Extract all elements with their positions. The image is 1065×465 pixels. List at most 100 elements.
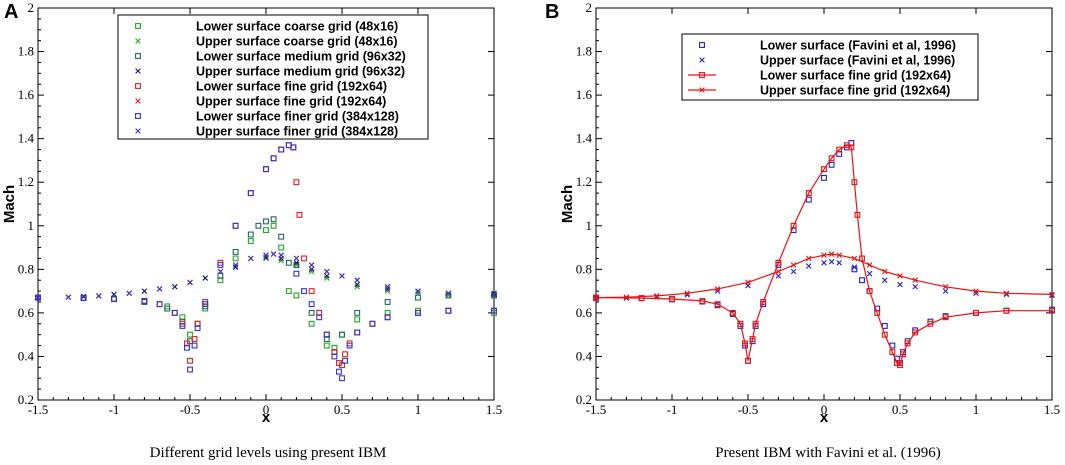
data-point [65,294,72,300]
data-point [828,155,835,162]
data-point [323,342,330,349]
data-point [278,146,285,153]
data-point [293,260,300,266]
data-point [247,238,254,244]
data-point [263,227,269,234]
data-point [973,309,979,316]
y-tick-label: 1.8 [576,44,592,59]
legend-label: Lower surface (Favini et al, 1996) [760,39,956,53]
data-point [263,166,269,173]
data-point [821,166,827,173]
data-point [369,320,376,327]
data-point [301,288,307,295]
data-point [35,294,41,301]
data-point [752,320,759,327]
data-point [828,251,835,257]
data-point [866,270,873,277]
x-tick-label: 0 [263,402,270,417]
legend-label: Lower surface finer grid (384x128) [196,110,399,124]
data-point [973,288,979,294]
data-point [384,288,391,294]
data-point [354,283,360,290]
data-point [384,299,391,305]
series-2 [35,255,497,301]
x-tick-label: -1 [667,402,678,417]
data-point [111,296,117,302]
data-point [80,295,87,302]
data-point [324,273,330,279]
panel-a: A -1.5 -1 -0.5 0 0.5 1 1.5 0.2 0.4 0.6 0.8 1 1.2 1.4 1… [1,0,502,461]
panel-letter-a: A [4,1,18,23]
data-point [278,257,284,264]
data-point [336,368,342,375]
data-marks-b [593,140,1055,369]
data-point [80,293,87,300]
data-point [912,329,919,336]
data-point [278,252,284,258]
data-point [638,295,645,302]
series-4 [35,254,497,301]
y-tick-label: 1.4 [18,131,35,146]
data-point [745,279,751,286]
data-point [324,275,330,281]
data-point [415,309,421,316]
legend-marker [135,68,141,74]
data-point [232,262,239,268]
data-point [821,174,827,181]
data-point [191,342,198,349]
data-point [836,260,842,266]
y-tick-label: 1.6 [18,87,35,102]
data-point [278,146,285,153]
data-point [263,218,269,225]
data-point [342,357,348,364]
data-point [836,252,842,258]
data-point [346,342,353,349]
data-point [202,275,208,281]
data-point [821,260,827,266]
data-point [171,309,178,316]
data-point [669,296,675,302]
caption-b: Present IBM with Favini et al. (1996) [715,445,940,461]
y-tick-label: 0.4 [576,348,593,363]
data-point [217,272,224,279]
data-point [255,222,262,229]
data-point [296,211,303,218]
y-tick-label: 1.6 [576,87,593,102]
y-tick-label: 1.2 [18,174,34,189]
data-point [278,244,285,251]
data-point [164,305,171,312]
data-point [232,255,239,262]
y-tick-label: 0.6 [576,305,593,320]
x-tick-label: -1 [109,402,120,417]
data-point [866,262,873,268]
x-tick-label: -0.5 [180,402,201,417]
legend-label: Upper surface fine grid (192x64) [760,84,950,98]
legend-label: Upper surface fine grid (192x64) [196,95,386,109]
legend-label: Lower surface fine grid (192x64) [196,80,387,94]
y-axis-label-b: Mach [559,185,576,223]
caption-a: Different grid levels using present IBM [150,445,387,461]
data-point [96,293,102,299]
data-point [247,190,254,197]
y-tick-label: 0.8 [18,261,34,276]
data-point [806,263,812,269]
data-point [301,255,307,262]
data-point [742,340,748,347]
y-tick-label: 2 [28,0,35,15]
legend-box-b [681,33,979,101]
data-point [126,290,132,297]
data-point [331,353,338,360]
data-point [354,329,361,336]
legend-marker [135,98,141,104]
data-point [881,323,888,329]
panel-letter-b: B [545,1,559,23]
x-axis-label-a: x [262,409,271,426]
legend-marker [699,57,705,63]
data-point [339,331,345,338]
data-point [415,288,421,294]
data-point [384,286,391,292]
x-tick-label: 0.5 [892,402,908,417]
data-point [882,277,888,284]
data-point [881,331,888,338]
x-tick-label: -1.5 [586,402,607,417]
